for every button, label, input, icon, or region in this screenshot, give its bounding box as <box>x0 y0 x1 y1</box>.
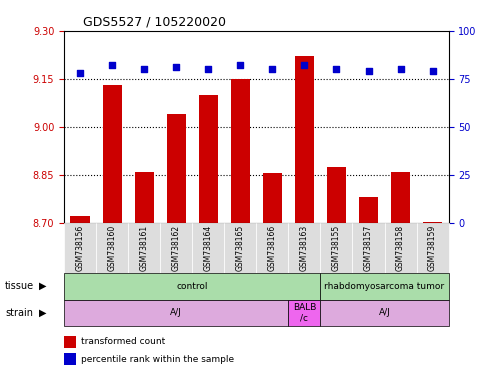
Point <box>108 62 116 68</box>
Text: control: control <box>176 281 208 291</box>
Text: GSM738163: GSM738163 <box>300 225 309 271</box>
Bar <box>263 173 282 223</box>
Bar <box>359 197 378 223</box>
Point <box>204 66 212 72</box>
Text: rhabdomyosarcoma tumor: rhabdomyosarcoma tumor <box>324 281 445 291</box>
Point <box>428 68 437 74</box>
Point <box>364 68 373 74</box>
Text: GSM738166: GSM738166 <box>268 225 277 271</box>
Text: GSM738162: GSM738162 <box>172 225 181 271</box>
Text: GDS5527 / 105220020: GDS5527 / 105220020 <box>83 15 226 28</box>
Text: ▶: ▶ <box>39 281 47 291</box>
Point <box>300 62 309 68</box>
Point <box>268 66 276 72</box>
Point <box>396 66 404 72</box>
Text: GSM738161: GSM738161 <box>140 225 149 271</box>
Bar <box>327 167 346 223</box>
Text: percentile rank within the sample: percentile rank within the sample <box>81 354 235 364</box>
Bar <box>135 172 154 223</box>
Text: GSM738160: GSM738160 <box>107 225 117 271</box>
Bar <box>199 95 218 223</box>
Text: A/J: A/J <box>171 308 182 318</box>
Point <box>332 66 340 72</box>
Point <box>173 64 180 70</box>
Text: GSM738156: GSM738156 <box>75 225 85 271</box>
Text: GSM738155: GSM738155 <box>332 225 341 271</box>
Bar <box>295 56 314 223</box>
Bar <box>103 85 122 223</box>
Point <box>76 70 84 76</box>
Text: BALB
/c: BALB /c <box>293 303 316 323</box>
Bar <box>231 79 250 223</box>
Text: GSM738158: GSM738158 <box>396 225 405 271</box>
Text: ▶: ▶ <box>39 308 47 318</box>
Bar <box>391 172 410 223</box>
Point <box>236 62 244 68</box>
Text: tissue: tissue <box>5 281 34 291</box>
Text: transformed count: transformed count <box>81 337 166 346</box>
Text: A/J: A/J <box>379 308 390 318</box>
Text: GSM738159: GSM738159 <box>428 225 437 271</box>
Point <box>140 66 148 72</box>
Bar <box>167 114 186 223</box>
Text: strain: strain <box>5 308 33 318</box>
Text: GSM738165: GSM738165 <box>236 225 245 271</box>
Text: GSM738157: GSM738157 <box>364 225 373 271</box>
Bar <box>70 216 90 223</box>
Bar <box>423 222 442 223</box>
Text: GSM738164: GSM738164 <box>204 225 213 271</box>
